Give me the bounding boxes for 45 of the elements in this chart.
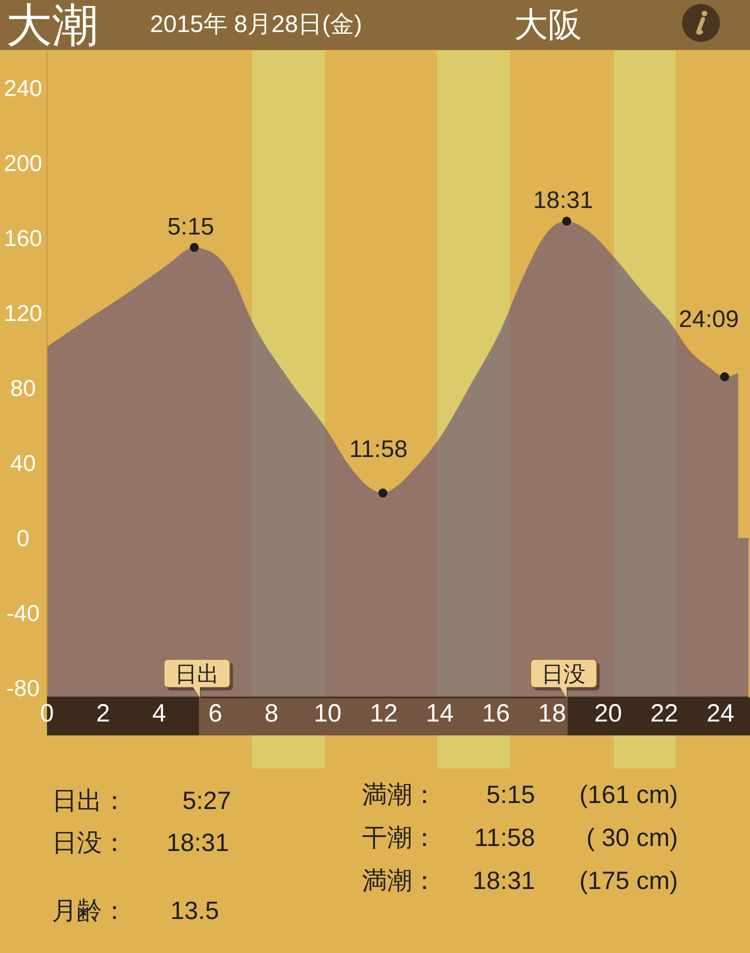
x-tick-label: 14 bbox=[426, 699, 454, 728]
text: 日没： bbox=[52, 829, 127, 857]
x-tick-label: 10 bbox=[314, 699, 342, 728]
text: 月齢： bbox=[52, 897, 127, 925]
text: 13.5 bbox=[170, 897, 219, 925]
text: ( 30 cm) bbox=[586, 824, 678, 852]
x-tick-label: 20 bbox=[594, 699, 622, 728]
x-tick-label: 16 bbox=[482, 699, 510, 728]
y-tick-label: 40 bbox=[10, 450, 36, 476]
x-tick-label: 6 bbox=[208, 699, 222, 728]
chart-title: 大潮 bbox=[6, 0, 98, 51]
x-tick-label: 8 bbox=[264, 699, 278, 728]
ref-line-label: 日出 bbox=[174, 660, 219, 686]
text: 日出： bbox=[52, 787, 127, 815]
text: 干潮： bbox=[362, 824, 437, 852]
x-tick-label: 12 bbox=[370, 699, 398, 728]
x-tick-label: 18 bbox=[538, 699, 566, 728]
text: 満潮： bbox=[362, 867, 437, 895]
ref-line-label: 日没 bbox=[542, 660, 586, 686]
text: 大阪 bbox=[514, 6, 582, 44]
text: 5:15 bbox=[486, 781, 535, 809]
y-tick-label: 200 bbox=[4, 150, 42, 176]
y-tick-label: 120 bbox=[4, 300, 42, 326]
chart-subtitle: 2015年 8月28日(金) bbox=[150, 10, 362, 38]
x-tick-label: 24 bbox=[706, 699, 734, 728]
x-tick-label: 22 bbox=[650, 699, 678, 728]
text: 満潮： bbox=[362, 781, 437, 809]
y-tick-label: 80 bbox=[10, 375, 36, 402]
annotation: 18:31 bbox=[533, 186, 594, 214]
text: 18:31 bbox=[472, 867, 535, 895]
annotation: 11:58 bbox=[349, 435, 408, 462]
x-tick-label: 2 bbox=[96, 699, 110, 728]
text: 18:31 bbox=[166, 829, 229, 857]
text: (175 cm) bbox=[579, 867, 678, 895]
y-tick-label: -40 bbox=[6, 600, 40, 626]
annotation: 24:09 bbox=[678, 306, 739, 333]
y-tick-label: 160 bbox=[4, 225, 42, 252]
y-tick-label: -80 bbox=[6, 675, 40, 702]
y-tick-label: 240 bbox=[4, 75, 42, 101]
x-tick-label: 4 bbox=[152, 699, 166, 728]
text: 11:58 bbox=[474, 824, 535, 852]
text: (161 cm) bbox=[579, 781, 678, 809]
annotation: 5:15 bbox=[167, 212, 214, 240]
text: 5:27 bbox=[182, 787, 231, 815]
y-tick-label: 0 bbox=[16, 525, 30, 552]
